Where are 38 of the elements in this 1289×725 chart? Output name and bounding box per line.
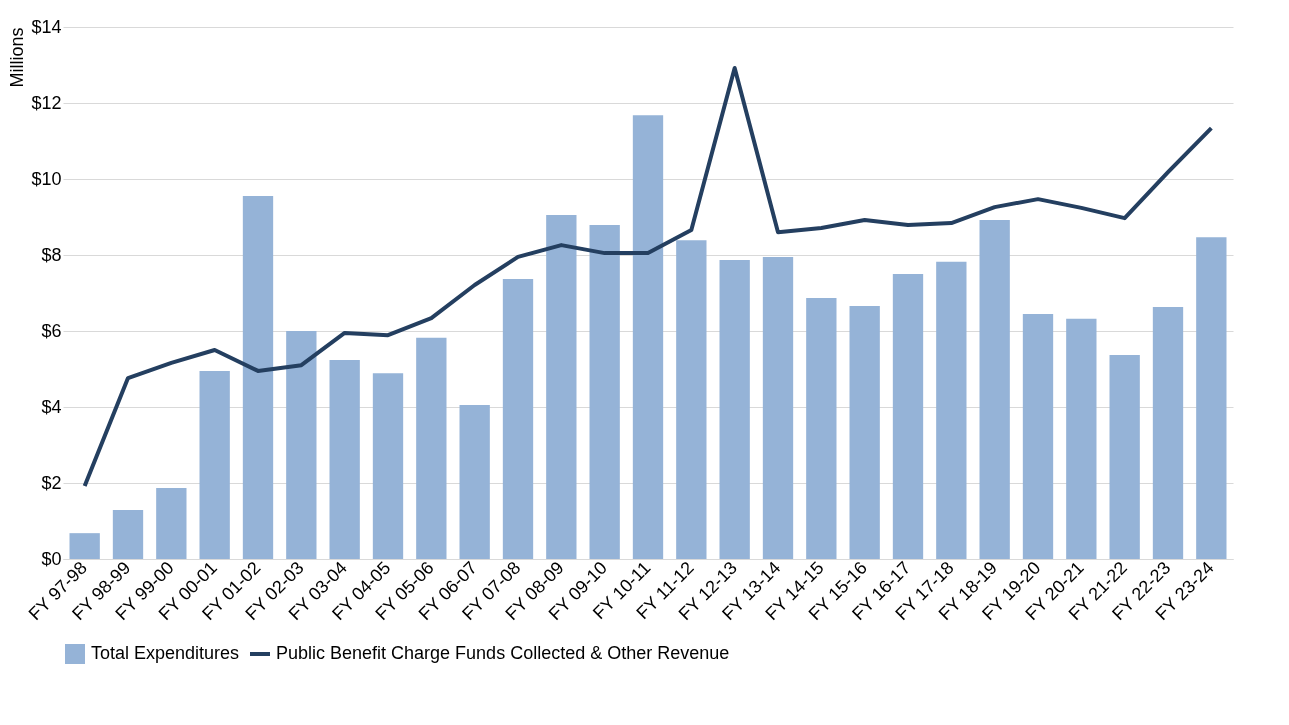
bar (329, 359, 360, 559)
y-tick-label: $4 (41, 396, 62, 417)
y-tick-label: $6 (41, 320, 62, 341)
y-tick-label: $12 (31, 92, 62, 113)
bar (1022, 313, 1054, 559)
bar (112, 509, 144, 559)
bar (546, 215, 577, 559)
bar (199, 370, 230, 559)
bar (416, 337, 447, 559)
bar (589, 224, 620, 559)
bar (459, 405, 490, 559)
bar (806, 297, 837, 559)
bar (372, 373, 404, 559)
bar (1196, 237, 1227, 559)
bar (936, 261, 967, 559)
bar (676, 240, 707, 559)
y-tick-label: $10 (31, 168, 62, 189)
bar (892, 274, 924, 559)
bar (1109, 354, 1140, 559)
bar (1152, 307, 1184, 559)
bar (632, 115, 664, 559)
y-axis-title: Millions (7, 27, 28, 88)
bar (242, 196, 274, 559)
bar (69, 533, 100, 559)
bar (979, 220, 1010, 559)
bar (156, 487, 187, 559)
bar (762, 256, 794, 559)
legend-label: Public Benefit Charge Funds Collected & Other Revenue (276, 643, 730, 663)
bar (502, 278, 534, 559)
y-tick-label: $2 (41, 472, 62, 493)
legend-label: Total Expenditures (91, 643, 240, 663)
y-tick-label: $14 (31, 16, 62, 37)
bar (1066, 318, 1097, 559)
bar (719, 259, 750, 559)
bar (849, 305, 880, 559)
line-series (82, 66, 1214, 489)
bar (286, 331, 317, 559)
y-tick-label: $8 (41, 244, 62, 265)
